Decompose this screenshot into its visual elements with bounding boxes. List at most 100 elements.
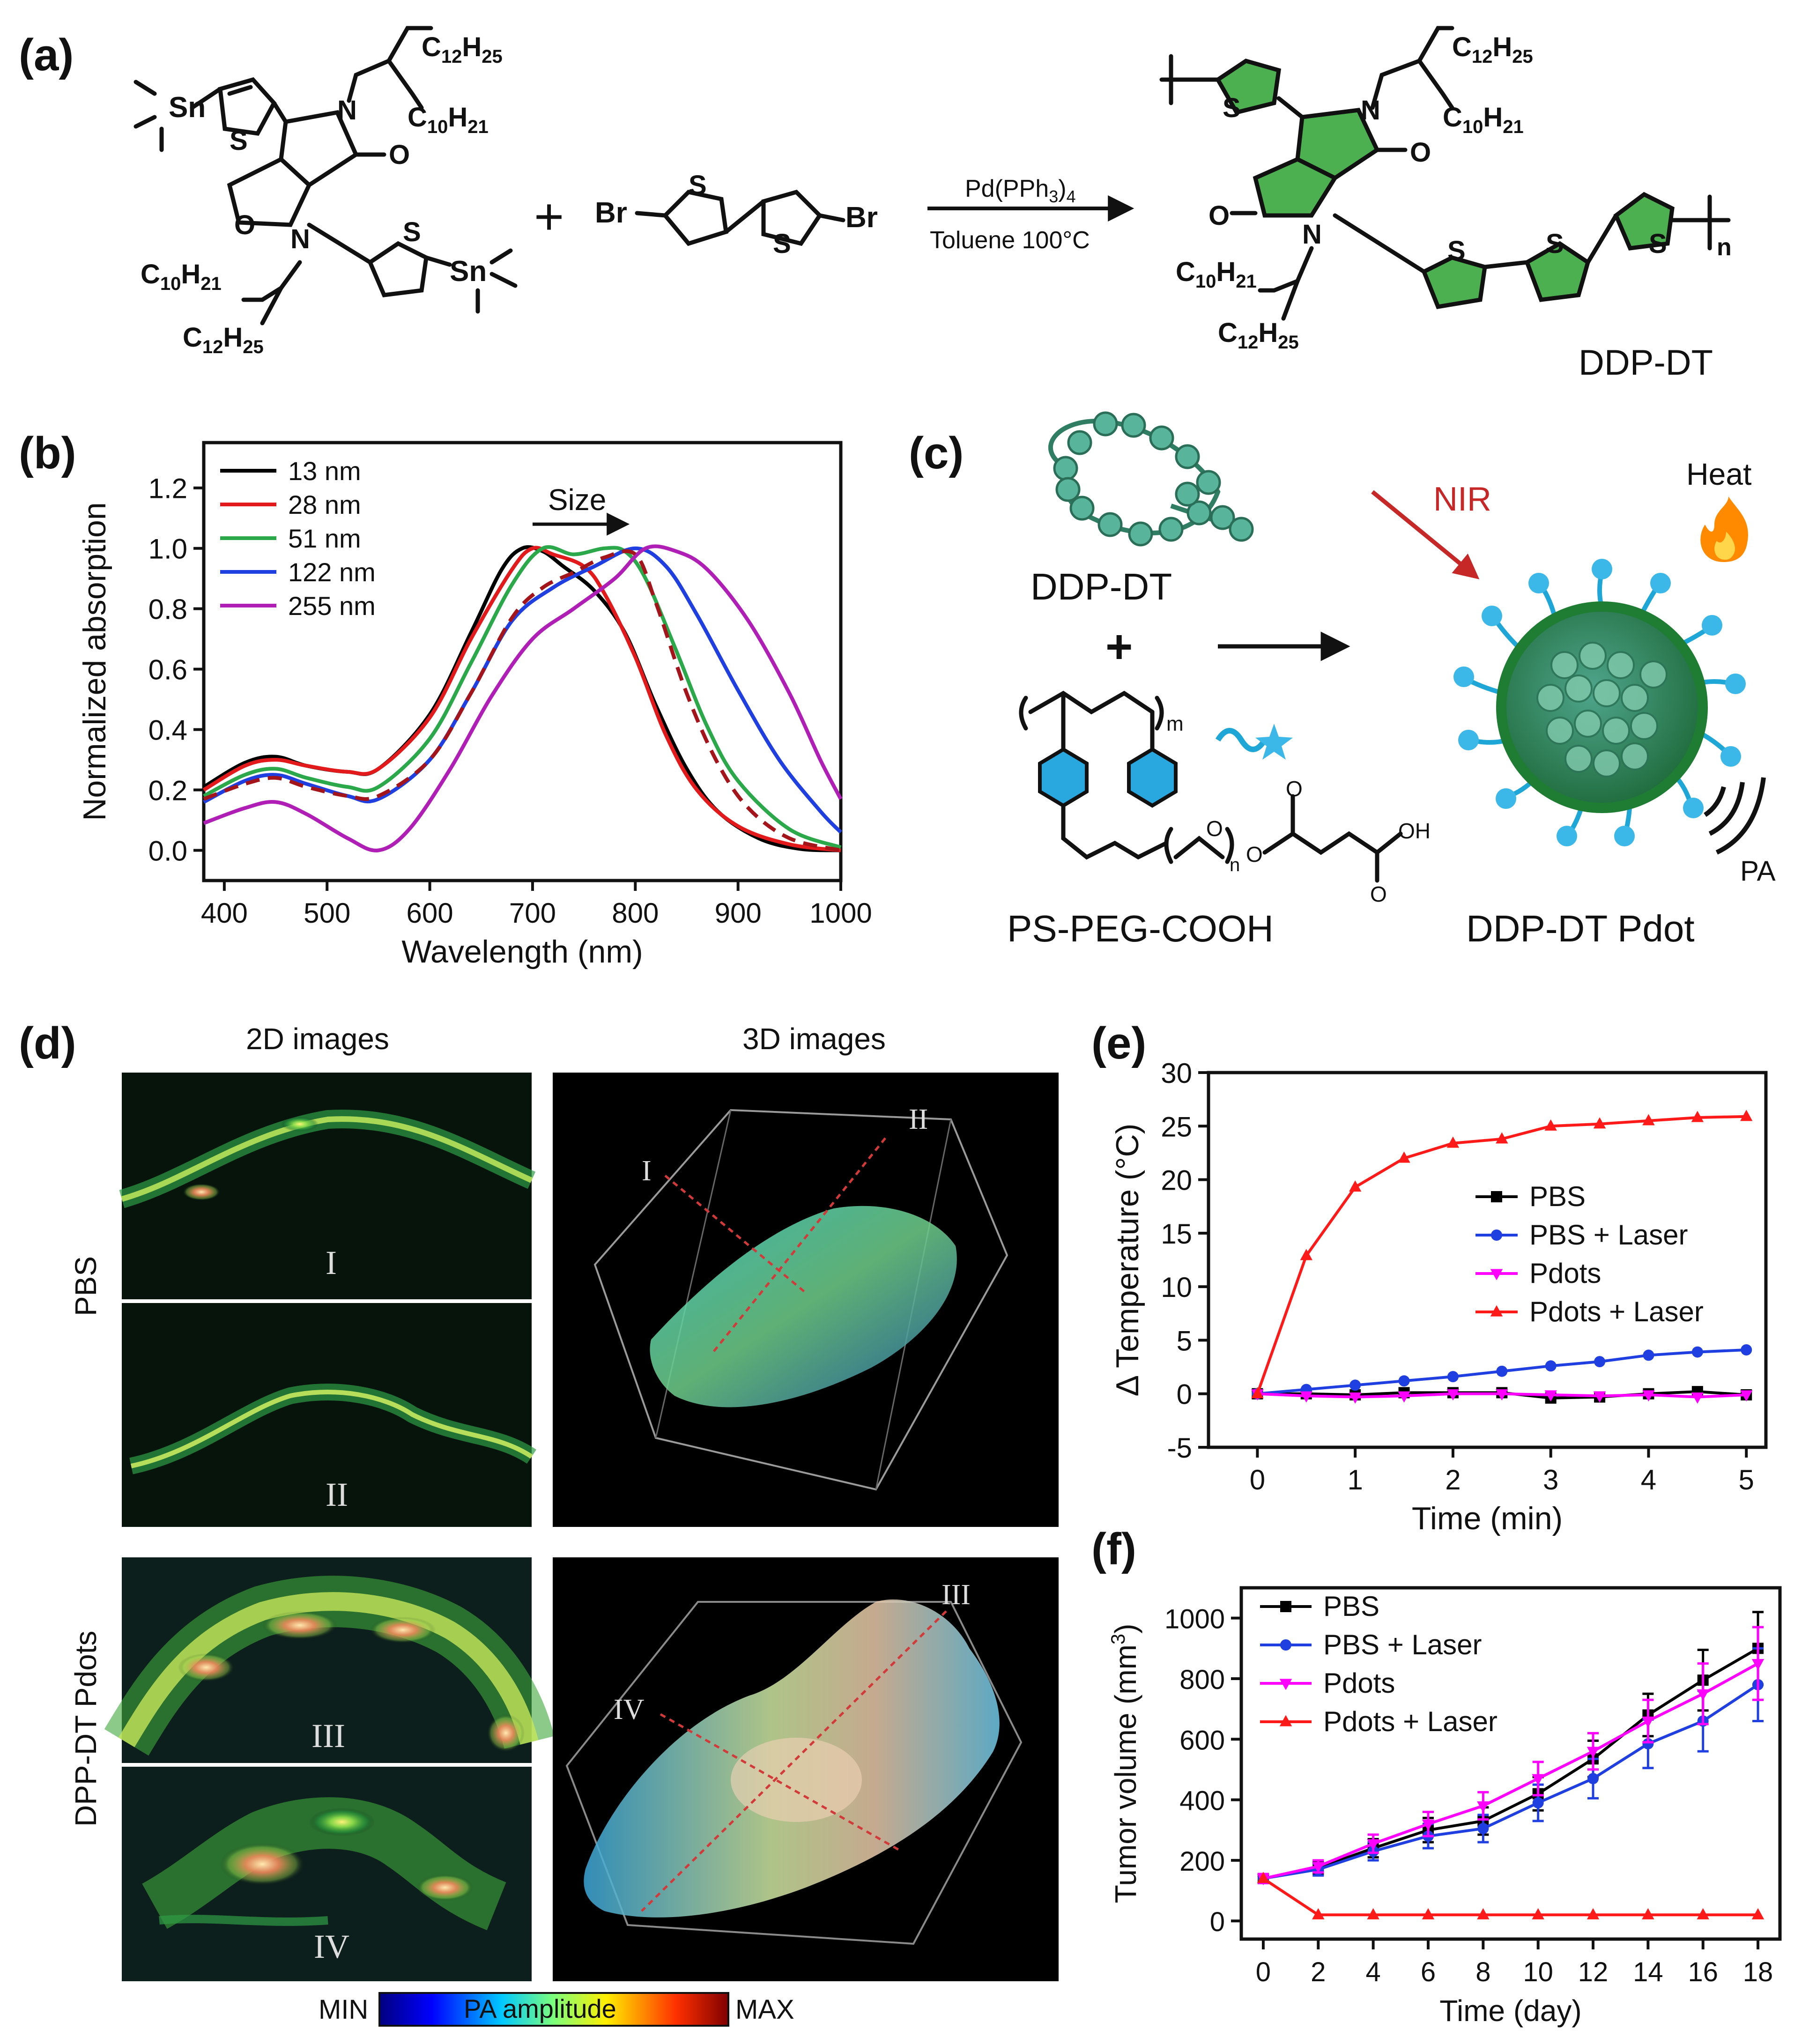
plus-sign: + — [534, 188, 564, 245]
oxygen-label: O — [1208, 200, 1230, 231]
y-tick-label: 1.2 — [148, 473, 187, 504]
data-point — [1593, 1117, 1606, 1129]
oxygen-label: O — [389, 140, 410, 170]
y-tick-label: 0 — [1210, 1907, 1225, 1937]
x-tick-label: 2 — [1445, 1464, 1461, 1496]
data-point — [1367, 1839, 1379, 1851]
legend-marker — [1490, 1305, 1503, 1317]
legend-label: PBS + Laser — [1323, 1629, 1482, 1660]
legend-label: 28 nm — [288, 490, 361, 519]
series-255-nm — [203, 544, 843, 852]
data-point — [1532, 1797, 1544, 1809]
catalyst-label: Pd(PPh3)4 — [965, 175, 1076, 206]
legend-marker — [1490, 1269, 1503, 1281]
oxygen-label: O — [1286, 777, 1303, 801]
x-tick-label: 14 — [1633, 1957, 1663, 1987]
nitrogen-label: N — [337, 95, 357, 126]
y-tick-label: 1.0 — [148, 533, 187, 565]
legend-label: Pdots + Laser — [1529, 1296, 1704, 1327]
x-tick-label: 5 — [1739, 1464, 1754, 1496]
data-point — [1300, 1249, 1312, 1260]
data-point — [1740, 1390, 1753, 1402]
data-point — [1398, 1391, 1410, 1403]
panel-a: (a) Sn S N O O N C12H25 C10H21 — [19, 26, 1732, 383]
copolymer-label: PS-PEG-COOH — [1007, 908, 1274, 949]
y-tick-label: 800 — [1179, 1665, 1225, 1695]
polymer-label: DDP-DT — [1031, 566, 1172, 607]
series-51-nm — [203, 545, 842, 849]
panel-f: (f) 0 2 4 6 8 10 12 14 16 18 0 200 400 600 800 1000 Time… — [1091, 1524, 1782, 2028]
colorbar: MIN PA amplitude MAX — [319, 1992, 794, 2027]
data-point — [1594, 1356, 1606, 1368]
panel-label-f: (f) — [1091, 1524, 1136, 1574]
data-point — [1697, 1908, 1709, 1919]
y-tick-label: 30 — [1161, 1058, 1192, 1089]
section-label-iii: III — [311, 1717, 345, 1755]
series-122-nm — [203, 546, 842, 834]
data-point — [1300, 1391, 1312, 1403]
sulfur-label: S — [230, 126, 248, 156]
oxygen-label: O — [1246, 842, 1263, 866]
pa-3d-image-pdots: IV III — [553, 1557, 1059, 1981]
nitrogen-label: N — [1361, 95, 1380, 126]
oxygen-label: O — [1410, 137, 1431, 168]
product-c10h21-top: C10H21 — [1443, 102, 1524, 137]
colorbar-min: MIN — [319, 1994, 368, 2025]
data-point — [1587, 1747, 1600, 1758]
data-point — [1398, 1375, 1410, 1387]
legend-label: 13 nm — [288, 456, 361, 486]
pa-wave-icon — [1704, 777, 1766, 855]
x-tick-label: 18 — [1743, 1957, 1773, 1987]
sulfur-label: S — [1546, 229, 1564, 259]
legend-label: Pdots — [1529, 1258, 1601, 1289]
x-tick-label: 500 — [304, 897, 350, 929]
legend-marker — [1279, 1715, 1292, 1726]
y-tick-label: 400 — [1179, 1786, 1225, 1816]
c10h21-top: C10H21 — [408, 102, 489, 137]
series-line — [1263, 1662, 1759, 1880]
data-point — [1751, 1908, 1765, 1919]
panel-d: (d) 2D images 3D images PBS DPP-DT Pdots… — [19, 1018, 1059, 2027]
x-tick-label: 0 — [1250, 1464, 1265, 1496]
y-tick-label: 10 — [1161, 1272, 1192, 1303]
data-point — [1642, 1716, 1654, 1728]
pdot-particle — [1453, 559, 1746, 846]
section-label-iii-3d: III — [942, 1579, 971, 1611]
legend: PBS PBS + Laser Pdots Pdots + Laser — [1260, 1591, 1498, 1737]
plot-frame — [1207, 1071, 1768, 1449]
data-point — [1447, 1371, 1459, 1383]
section-label-iv: IV — [314, 1928, 349, 1965]
y-tick-label: 0 — [1177, 1379, 1192, 1410]
data-point — [1532, 1774, 1544, 1785]
product-name: DDP-DT — [1579, 343, 1713, 383]
data-point — [1642, 1738, 1654, 1749]
y-tick-label: 600 — [1179, 1725, 1225, 1755]
section-label-ii-3d: II — [909, 1103, 928, 1135]
col-header-3d: 3D images — [742, 1022, 886, 1056]
data-point — [1349, 1392, 1362, 1404]
legend: 13 nm 28 nm 51 nm 122 nm 255 nm — [220, 456, 376, 621]
nitrogen-label: N — [1302, 219, 1322, 250]
ps-peg-cooh-structure: m O n O O O OH — [1019, 690, 1431, 906]
row-label-pdots: DPP-DT Pdots — [69, 1631, 103, 1827]
data-point — [1477, 1908, 1490, 1919]
series-line — [1256, 1115, 1747, 1394]
oxygen-label: O — [234, 210, 255, 240]
x-tick-label: 400 — [201, 897, 248, 929]
sulfur-label: S — [1223, 93, 1241, 123]
legend: PBS PBS + Laser Pdots Pdots + Laser — [1475, 1181, 1704, 1327]
data-point — [1545, 1360, 1557, 1372]
legend-marker — [1491, 1229, 1502, 1241]
section-label-i-3d: I — [642, 1155, 652, 1187]
data-point — [1312, 1862, 1325, 1874]
data-point — [1587, 1773, 1599, 1785]
x-tick-label: 6 — [1421, 1957, 1436, 1987]
data-point — [1367, 1908, 1379, 1919]
x-tick-label: 700 — [509, 897, 556, 929]
y-tick-label: 0.8 — [148, 594, 187, 625]
series-pdots — [1257, 1626, 1765, 1886]
panel-label-c: (c) — [909, 428, 964, 478]
tin-label-2: Sn — [450, 255, 487, 288]
sulfur-label: S — [403, 217, 421, 247]
data-point — [1740, 1110, 1753, 1121]
